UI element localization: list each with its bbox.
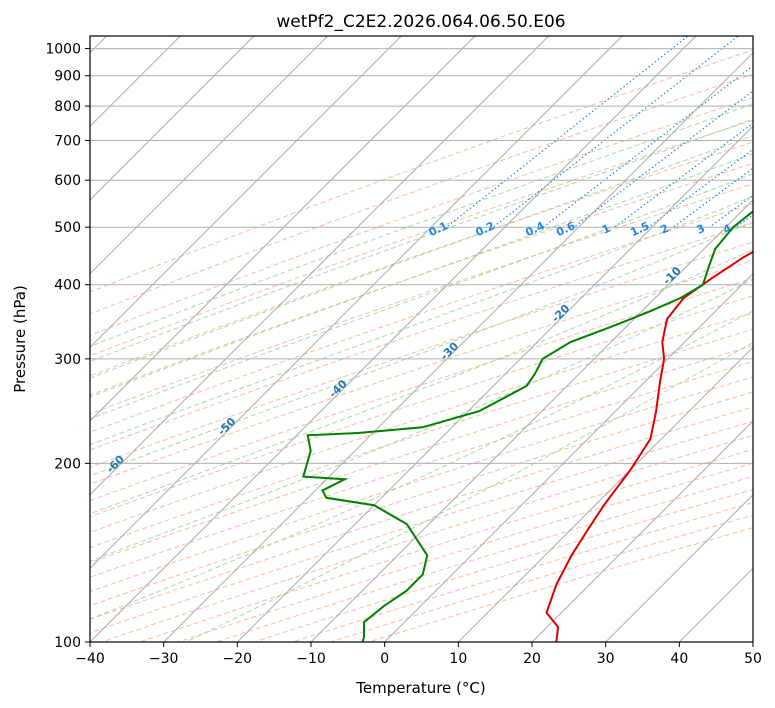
- isotherm-line: [90, 36, 329, 275]
- y-tick-label: 700: [54, 133, 81, 149]
- x-tick-label: 0: [380, 651, 389, 667]
- y-tick-label: 100: [54, 635, 81, 651]
- temperature-profile-line: [545, 250, 753, 642]
- dry-adiabat-label: -40: [327, 377, 350, 400]
- isotherm-line: [90, 36, 255, 201]
- dry-adiabat-line: [90, 391, 753, 607]
- chart-title: wetPf2_C2E2.2026.064.06.50.E06: [276, 12, 565, 32]
- dry-adiabat-line: [328, 514, 753, 642]
- y-axis-label: Pressure (hPa): [11, 285, 29, 393]
- isotherm-line: [90, 36, 550, 496]
- isotherm-line: [604, 493, 753, 642]
- x-tick-label: 20: [523, 651, 541, 667]
- mixing-ratio-label: 1.5: [628, 219, 651, 239]
- moist-adiabat-line: [90, 173, 753, 420]
- plot-frame: [89, 35, 754, 643]
- dry-adiabat-line: [367, 527, 753, 642]
- isotherm-line: [531, 420, 753, 642]
- y-tick-label: 500: [54, 220, 81, 236]
- dry-adiabat-line: [138, 448, 753, 642]
- dry-adiabat-line: [252, 489, 753, 642]
- dewpoint-profile-line: [301, 210, 753, 642]
- isotherm-line: [236, 125, 753, 642]
- y-tick-label: 900: [54, 69, 81, 85]
- moist-adiabat-line: [90, 118, 753, 363]
- moist-adiabat-line: [90, 195, 753, 446]
- x-axis-label: Temperature (°C): [355, 679, 485, 697]
- moist-adiabat-line: [90, 153, 753, 398]
- moist-adiabats: [90, 103, 753, 642]
- x-tick-label: 30: [597, 651, 615, 667]
- mixing-ratio-line: [708, 194, 753, 228]
- mixing-ratio-line: [735, 214, 753, 228]
- isotherm-line: [90, 36, 476, 422]
- x-tick-label: −40: [75, 651, 105, 667]
- dry-adiabat-line: [90, 406, 753, 620]
- moist-adiabat-line: [90, 310, 753, 620]
- isotherms: [90, 36, 753, 642]
- y-tick-label: 400: [54, 278, 81, 294]
- y-tick-label: 300: [54, 352, 81, 368]
- dry-adiabat-line: [176, 462, 753, 642]
- mixing-ratio-label: 0.1: [427, 219, 450, 239]
- moist-adiabat-line: [90, 278, 753, 562]
- mixing-ratio-lines: [445, 36, 753, 228]
- sounding-series: [301, 210, 753, 642]
- dry-adiabat-line: [90, 277, 753, 502]
- moist-adiabat-line: [90, 248, 753, 515]
- y-tick-label: 800: [54, 99, 81, 115]
- dry-adiabat-label: -20: [549, 302, 572, 325]
- dry-adiabats: [90, 49, 753, 642]
- x-tick-label: 10: [449, 651, 467, 667]
- mixing-ratio-label: 1: [600, 222, 612, 237]
- y-tick-label: 600: [54, 173, 81, 189]
- x-tick-label: −30: [149, 651, 179, 667]
- x-tick-label: 50: [744, 651, 762, 667]
- dry-adiabat-line: [90, 241, 753, 468]
- isotherm-line: [90, 36, 403, 349]
- dry-adiabat-line: [100, 434, 753, 642]
- dry-adiabat-label: -50: [215, 415, 238, 438]
- x-tick-label: −10: [296, 651, 326, 667]
- mixing-ratio-label: 0.2: [474, 219, 497, 239]
- dry-adiabat-line: [90, 183, 753, 415]
- mixing-ratio-label: 0.4: [523, 219, 546, 239]
- x-tick-label: 40: [670, 651, 688, 667]
- pressure-gridlines: [90, 48, 753, 642]
- mixing-ratio-label: 6: [760, 222, 773, 237]
- dry-adiabat-line: [90, 312, 753, 533]
- dry-adiabat-line: [90, 162, 753, 396]
- x-tick-label: −20: [223, 651, 253, 667]
- moist-adiabat-line: [90, 221, 753, 477]
- moist-adiabat-line: [90, 134, 753, 379]
- isotherm-line: [383, 272, 753, 642]
- mixing-ratio-line: [672, 167, 753, 228]
- dry-adiabat-line: [90, 222, 753, 451]
- y-axis-ticks: 100 200 300 400 500 600 700 800 900 1000: [45, 42, 90, 651]
- isotherm-line: [310, 199, 753, 642]
- mixing-ratio-line: [492, 36, 740, 228]
- isotherm-line: [162, 51, 753, 642]
- mixing-ratio-line: [542, 65, 753, 228]
- plot-area: -100-90-80-70-60-50-40-30-20-10010203040…: [0, 36, 773, 642]
- mixing-ratio-line: [445, 36, 689, 228]
- dry-adiabat-line: [214, 475, 753, 642]
- mixing-ratio-line: [614, 122, 753, 228]
- isotherm-line: [90, 36, 624, 570]
- dry-adiabat-label: -10: [661, 264, 684, 287]
- dry-adiabat-line: [90, 295, 753, 518]
- dry-adiabat-label: -70: [0, 490, 16, 513]
- x-axis-ticks: −40 −30 −20 −10 0 10 20 30 40 50: [75, 642, 762, 667]
- isotherm-line: [457, 346, 753, 642]
- dry-adiabat-line: [90, 119, 753, 357]
- isotherm-line: [90, 36, 697, 642]
- y-tick-label: 1000: [45, 42, 81, 58]
- mixing-ratio-label: 3: [695, 222, 707, 237]
- isotherm-line: [752, 641, 753, 642]
- moist-adiabat-line: [90, 103, 753, 348]
- y-tick-label: 200: [54, 456, 81, 472]
